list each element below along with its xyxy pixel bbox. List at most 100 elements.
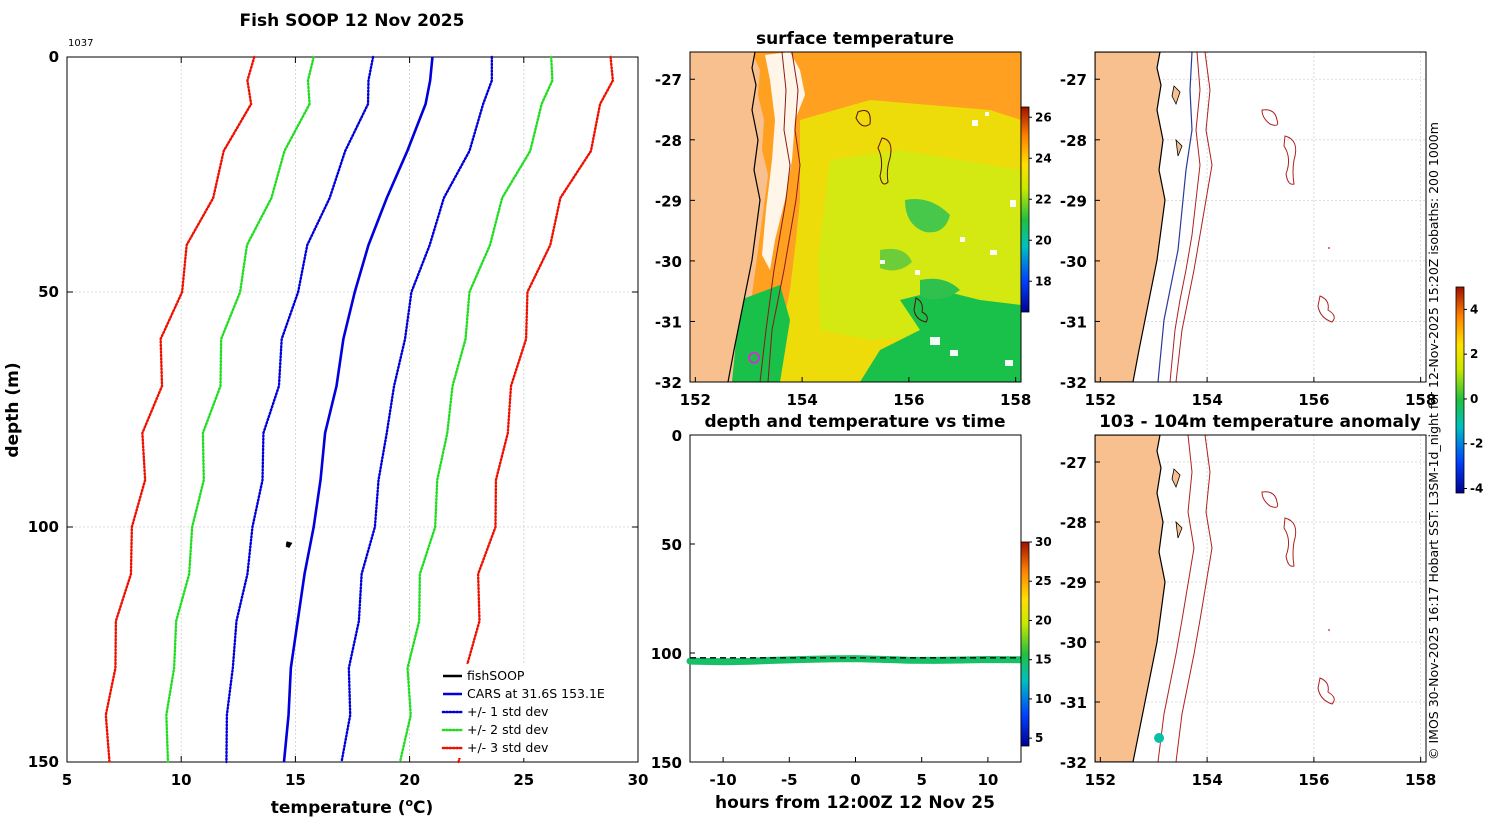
colorbar-tick-label: 5 (1035, 731, 1043, 745)
x-tick-label: 154 (1191, 771, 1222, 789)
sst-title: surface temperature (756, 29, 954, 49)
y-tick-label: -29 (1060, 192, 1087, 210)
legend-label: +/- 1 std dev (467, 704, 549, 719)
y-tick-label: 0 (49, 48, 59, 66)
depth-time-panel: depth and temperature vs time -10 -5 0 5 100… (651, 412, 1052, 813)
y-tick-label: 0 (672, 427, 682, 445)
cars-mean-line (282, 56, 434, 763)
sst-ticks: 152 154 156 158 -27 -28 -29 -30 -31 -32 (655, 71, 1031, 409)
colorbar-tick-label: 22 (1035, 192, 1052, 206)
profile-panel: Fish SOOP 12 Nov 2025 1037 5 10 15 20 25 3005… (3, 11, 648, 818)
x-tick-label: 20 (399, 771, 420, 789)
depth-time-series (686, 655, 1025, 666)
x-tick-label: 30 (628, 771, 649, 789)
colorbar-tick-label: 30 (1035, 535, 1052, 549)
y-tick-label: -27 (1060, 71, 1087, 89)
legend-label: +/- 3 std dev (467, 740, 549, 755)
sst-panel: surface temperature (655, 29, 1052, 409)
y-tick-label: 100 (28, 518, 59, 536)
credit-note: © IMOS 30-Nov-2025 16:17 Hobart SST: L3S… (1426, 122, 1441, 760)
y-tick-label: -28 (1060, 514, 1087, 532)
legend-label: fishSOOP (467, 668, 525, 683)
x-tick-label: 152 (680, 391, 711, 409)
x-tick-label: 156 (1298, 771, 1329, 789)
y-tick-label: 50 (661, 536, 682, 554)
std-dev-line-low (165, 55, 315, 764)
colorbar-tick-label: 0 (1470, 392, 1478, 406)
anomaly-title: 103 - 104m temperature anomaly (1099, 412, 1421, 432)
sst-colorbar (1020, 106, 1030, 313)
y-tick-label: 150 (651, 754, 682, 772)
profile-id-label: 1037 (68, 38, 93, 49)
colorbar-tick-label: 15 (1035, 653, 1052, 667)
isobath-map-content (1095, 52, 1335, 382)
y-tick-label: -27 (1060, 454, 1087, 472)
colorbar-tick-label: 26 (1035, 110, 1052, 124)
sst-colorbar-ticks: 18 20 22 24 26 (1029, 110, 1052, 288)
x-tick-label: 158 (1405, 391, 1436, 409)
y-tick-label: -31 (655, 313, 682, 331)
x-tick-label: 158 (1000, 391, 1031, 409)
anomaly-colorbar-ticks: -4 -2 0 2 4 (1464, 302, 1483, 496)
fishsoop-observation (285, 541, 293, 548)
anomaly-map-ticks: 152 154 156 158 -27 -28 -29 -30 -31 -32 (1060, 454, 1436, 789)
colorbar-tick-label: -2 (1470, 437, 1483, 451)
y-tick-label: -29 (1060, 574, 1087, 592)
y-tick-label: -30 (655, 253, 682, 271)
x-tick-label: 154 (786, 391, 817, 409)
x-tick-label: 154 (1191, 391, 1222, 409)
y-tick-label: -32 (1060, 374, 1087, 392)
legend-label: +/- 2 std dev (467, 722, 549, 737)
depth-time-axes (689, 434, 1022, 763)
sst-location-marker (748, 351, 761, 364)
colorbar-tick-label: 2 (1470, 347, 1478, 361)
std-dev-line-high (398, 55, 554, 764)
profile-legend: fishSOOP CARS at 31.6S 153.1E +/- 1 std de… (438, 664, 620, 758)
y-tick-label: 50 (38, 283, 59, 301)
std-dev-line-high (340, 55, 494, 764)
anomaly-map-panel: 103 - 104m temperature anomaly 152 154 156… (1060, 286, 1483, 789)
depth-track (686, 655, 1025, 666)
y-tick-label: -28 (1060, 132, 1087, 150)
x-tick-label: 10 (171, 771, 192, 789)
y-tick-label: -27 (655, 71, 682, 89)
y-tick-label: 150 (28, 753, 59, 771)
profile-title: Fish SOOP 12 Nov 2025 (240, 11, 465, 31)
temperature-colorbar-ticks: 5 10 15 20 25 30 (1029, 535, 1052, 745)
x-tick-label: 10 (977, 771, 998, 789)
y-tick-label: -29 (655, 192, 682, 210)
colorbar-tick-label: 20 (1035, 613, 1052, 627)
legend-label: CARS at 31.6S 153.1E (467, 686, 605, 701)
colorbar-tick-label: 24 (1035, 151, 1052, 165)
x-tick-label: 5 (916, 771, 926, 789)
std-dev-line-low (104, 55, 256, 764)
x-tick-label: 152 (1085, 771, 1116, 789)
profile-series (104, 55, 615, 764)
x-tick-label: 158 (1405, 771, 1436, 789)
profile-grid (67, 57, 638, 762)
temperature-colorbar (1020, 541, 1030, 747)
x-tick-label: -5 (781, 771, 798, 789)
profile-axes (66, 56, 639, 763)
y-tick-label: -31 (1060, 313, 1087, 331)
std-dev-line-high (457, 55, 615, 764)
profile-xlabel: temperature (oC) (271, 796, 434, 818)
x-tick-label: 25 (513, 771, 534, 789)
y-tick-label: -30 (1060, 253, 1087, 271)
isobath-map-ticks: 152 154 156 158 -27 -28 -29 -30 -31 -32 (1060, 71, 1436, 409)
anomaly-location-marker (1154, 733, 1165, 743)
x-tick-label: 5 (62, 771, 72, 789)
y-tick-label: -28 (655, 132, 682, 150)
y-tick-label: -30 (1060, 634, 1087, 652)
colorbar-tick-label: 20 (1035, 233, 1052, 247)
colorbar-tick-label: -4 (1470, 482, 1483, 496)
x-tick-label: 152 (1085, 391, 1116, 409)
colorbar-tick-label: 4 (1470, 302, 1478, 316)
x-tick-label: -10 (710, 771, 737, 789)
depth-time-xlabel: hours from 12:00Z 12 Nov 25 (715, 793, 995, 813)
y-tick-label: -32 (655, 374, 682, 392)
profile-ylabel: depth (m) (3, 362, 23, 457)
profile-ticks: 5 10 15 20 25 30 0 50 100 150 (28, 48, 649, 789)
x-tick-label: 156 (1298, 391, 1329, 409)
